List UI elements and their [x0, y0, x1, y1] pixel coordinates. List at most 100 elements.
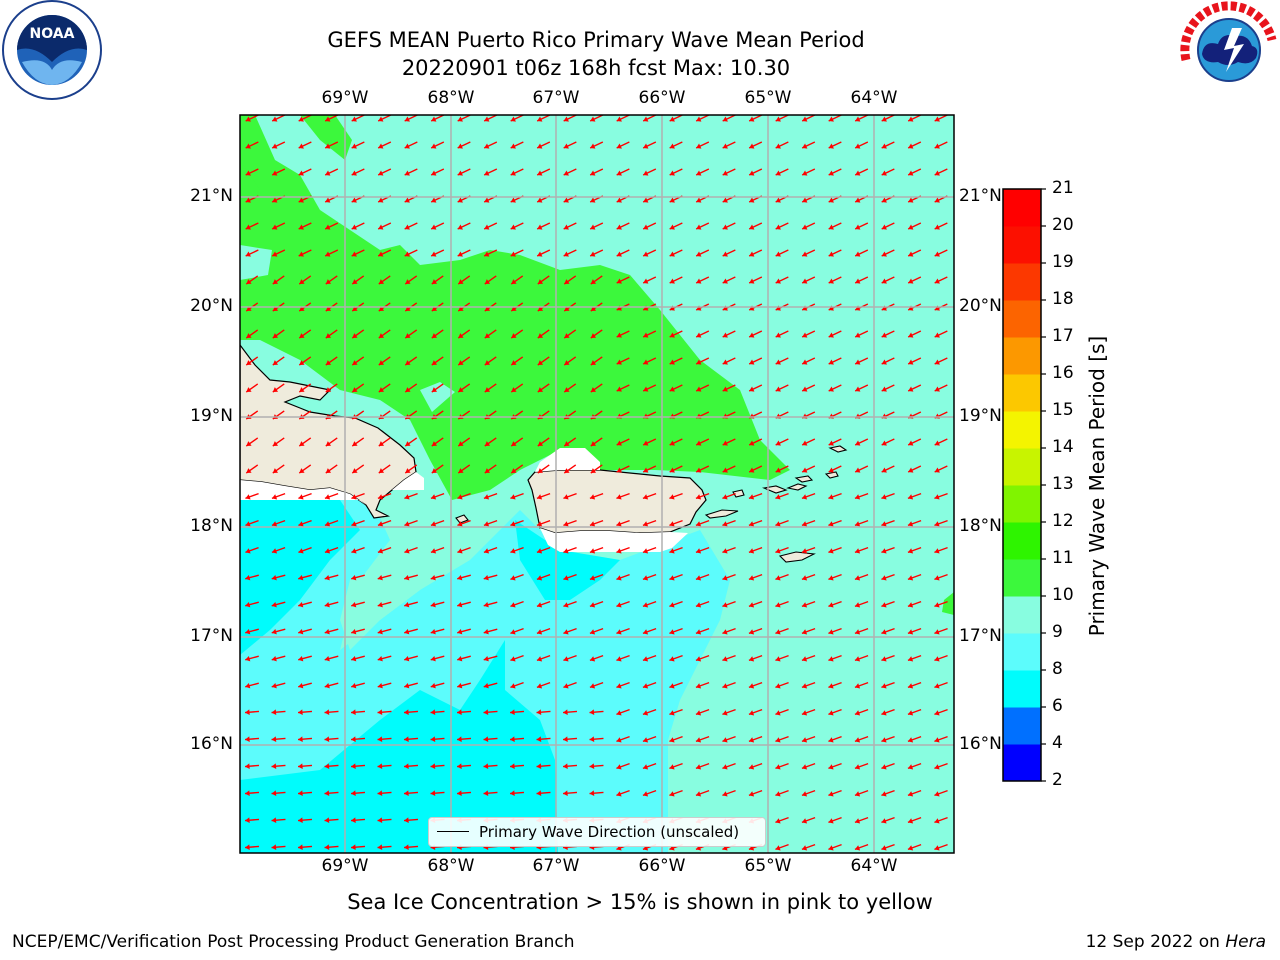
- wave-arrow: [616, 330, 630, 338]
- wave-arrow: [298, 141, 312, 149]
- wave-arrow: [377, 817, 392, 824]
- wave-arrow: [351, 275, 365, 285]
- wave-arrow: [854, 249, 869, 257]
- wave-arrow: [722, 762, 736, 770]
- wave-arrow: [748, 384, 763, 392]
- wave-arrow: [298, 356, 312, 366]
- wave-arrow: [430, 682, 445, 689]
- colorbar-segment: [1003, 300, 1041, 338]
- wave-arrow: [324, 817, 339, 824]
- wave-arrow: [616, 735, 630, 743]
- wave-arrow: [642, 681, 657, 689]
- wave-arrow: [431, 464, 444, 474]
- wave-arrow: [324, 168, 339, 176]
- wave-arrow: [801, 384, 816, 392]
- wave-arrow: [536, 115, 551, 122]
- wave-arrow: [431, 356, 444, 366]
- wave-arrow: [854, 735, 869, 743]
- wave-arrow: [484, 383, 497, 393]
- wave-arrow: [748, 222, 763, 230]
- wave-arrow: [244, 844, 260, 851]
- footer-credit: NCEP/EMC/Verification Post Processing Pr…: [12, 932, 575, 952]
- wave-arrow: [245, 141, 259, 149]
- wave-arrow: [881, 546, 895, 554]
- wave-arrow: [430, 141, 445, 149]
- wave-arrow: [483, 519, 498, 527]
- wave-arrow: [325, 356, 338, 366]
- wave-arrow: [325, 329, 338, 339]
- wave-arrow: [642, 357, 657, 365]
- wave-arrow: [801, 573, 816, 581]
- wave-arrow: [562, 709, 578, 716]
- wave-arrow: [801, 492, 816, 500]
- wave-arrow: [695, 115, 710, 122]
- wave-arrow: [377, 628, 392, 635]
- wave-arrow: [616, 465, 630, 473]
- wave-arrow: [483, 115, 498, 122]
- wave-arrow: [907, 492, 922, 500]
- wave-arrow: [934, 384, 948, 392]
- wave-arrow: [297, 763, 313, 770]
- wave-arrow: [298, 519, 312, 527]
- wave-arrow: [616, 115, 630, 122]
- wave-arrow: [801, 681, 816, 689]
- wave-arrow: [775, 222, 789, 230]
- wave-arrow: [244, 817, 260, 824]
- wave-arrow: [298, 574, 312, 581]
- wave-arrow: [510, 519, 524, 527]
- wave-arrow: [775, 789, 789, 797]
- wave-arrow: [907, 141, 922, 149]
- wave-arrow: [828, 222, 842, 230]
- wave-arrow: [563, 546, 577, 554]
- wave-arrow: [430, 736, 445, 743]
- wave-arrow: [589, 519, 604, 527]
- wave-arrow: [907, 249, 922, 257]
- wave-arrow: [881, 681, 895, 689]
- wave-arrow: [828, 654, 842, 662]
- wave-arrow: [907, 627, 922, 635]
- sea-ice-note: Sea Ice Concentration > 15% is shown in …: [347, 890, 933, 914]
- wave-arrow: [881, 573, 895, 581]
- map-frame: [239, 114, 955, 854]
- wave-arrow: [748, 115, 763, 122]
- wave-arrow: [934, 708, 948, 716]
- wave-arrow: [722, 141, 736, 149]
- wave-arrow: [537, 437, 550, 447]
- wave-arrow: [324, 601, 339, 608]
- wave-arrow: [298, 655, 312, 662]
- wave-arrow: [298, 249, 312, 257]
- wave-arrow: [377, 574, 392, 581]
- wave-arrow: [271, 709, 286, 716]
- wave-arrow: [642, 546, 657, 554]
- wave-arrow: [378, 437, 391, 447]
- wave-arrow: [457, 115, 471, 122]
- wave-arrow: [324, 655, 339, 662]
- wave-arrow: [377, 682, 392, 689]
- wave-arrow: [669, 573, 683, 581]
- colorbar-segment: [1003, 522, 1041, 560]
- wave-arrow: [271, 249, 286, 257]
- wave-arrow: [350, 709, 366, 716]
- wave-arrow: [537, 329, 550, 339]
- wave-arrow: [457, 222, 471, 230]
- wave-arrow: [377, 141, 392, 149]
- wave-arrow: [907, 789, 922, 797]
- wave-arrow: [695, 789, 710, 797]
- wave-arrow: [271, 168, 286, 176]
- wave-arrow: [616, 141, 630, 149]
- colorbar-segment: [1003, 744, 1041, 782]
- wave-arrow: [457, 437, 471, 447]
- wave-arrow: [881, 708, 895, 716]
- wave-arrow: [271, 682, 286, 689]
- wave-arrow: [775, 546, 789, 554]
- wave-arrow: [934, 573, 948, 581]
- wave-arrow: [351, 628, 365, 635]
- wave-arrow: [828, 492, 842, 500]
- wave-arrow: [775, 816, 789, 824]
- colorbar-segment: [1003, 448, 1041, 486]
- wave-arrow: [881, 249, 895, 257]
- wave-arrow: [801, 627, 816, 635]
- wave-arrow: [722, 330, 736, 338]
- wave-arrow: [881, 330, 895, 338]
- wave-arrow: [536, 709, 551, 716]
